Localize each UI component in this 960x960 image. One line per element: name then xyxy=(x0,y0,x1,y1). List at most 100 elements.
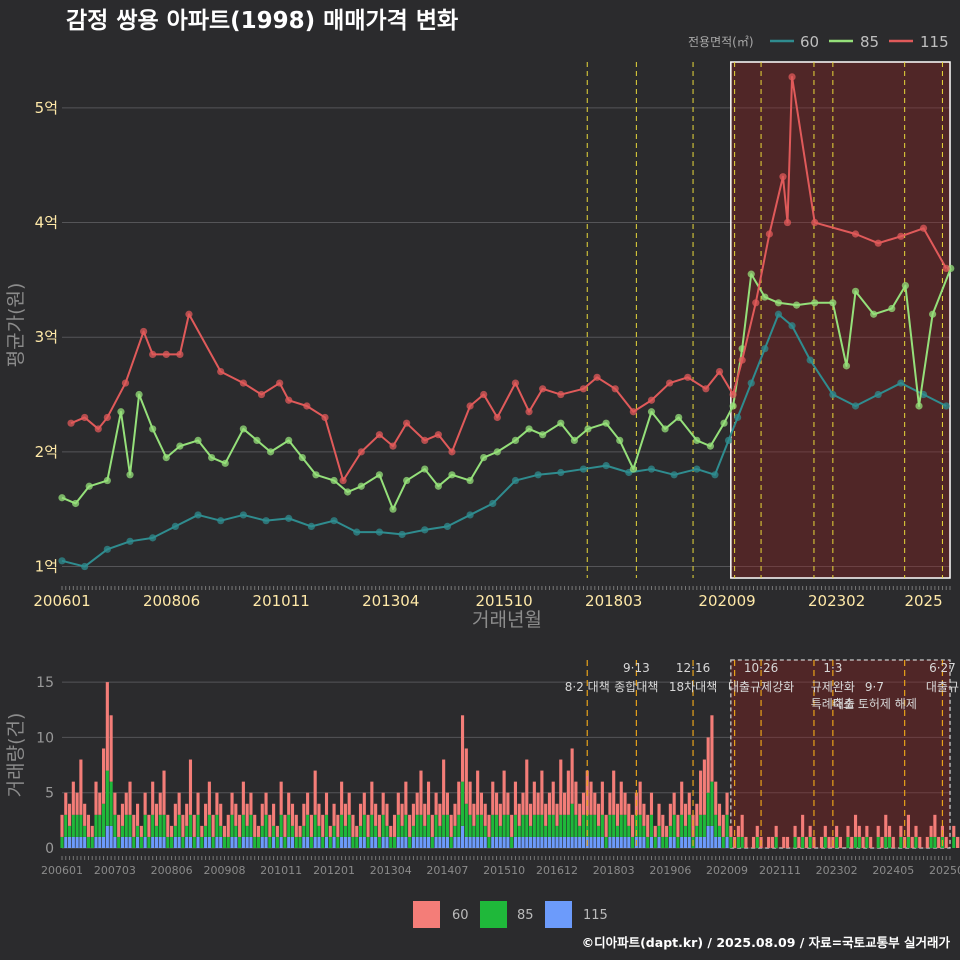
series-point-85 xyxy=(344,488,352,496)
volume-bar-85 xyxy=(219,825,223,837)
volume-bar-60 xyxy=(532,781,536,815)
volume-bar-115 xyxy=(725,836,729,848)
volume-x-tick-label: 201407 xyxy=(426,864,468,877)
price-y-tick-label: 2억 xyxy=(35,443,58,461)
volume-bar-85 xyxy=(419,814,423,837)
volume-bar-85 xyxy=(313,814,317,837)
series-point-115 xyxy=(339,476,347,485)
volume-bar-60 xyxy=(468,781,472,815)
volume-bar-85 xyxy=(392,836,397,848)
series-point-115 xyxy=(103,413,111,422)
volume-bar-85 xyxy=(105,770,109,826)
volume-bar-85 xyxy=(317,825,321,837)
series-point-60 xyxy=(217,517,225,525)
volume-bar-85 xyxy=(808,836,812,848)
volume-bar-60 xyxy=(166,814,170,837)
volume-bar-115 xyxy=(536,836,540,848)
volume-bar-85 xyxy=(275,836,279,848)
volume-bar-60 xyxy=(60,814,64,837)
bottom-legend: 60 85 115 xyxy=(413,901,608,928)
volume-x-tick-label: 201906 xyxy=(649,864,691,877)
volume-bar-60 xyxy=(306,792,310,815)
volume-bar-85 xyxy=(94,814,98,837)
volume-bar-85 xyxy=(381,814,385,837)
series-point-60 xyxy=(851,402,860,410)
volume-bar-60 xyxy=(438,803,442,826)
volume-bar-115 xyxy=(457,836,461,848)
volume-bar-60 xyxy=(498,803,502,826)
volume-bar-85 xyxy=(215,814,219,837)
series-point-115 xyxy=(579,385,588,393)
series-point-115 xyxy=(629,408,637,416)
volume-bar-85 xyxy=(657,825,661,837)
volume-bar-60 xyxy=(238,814,242,837)
source-caption: ©디아파트(dapt.kr) / 2025.08.09 / 자료=국토교통부 실… xyxy=(582,935,951,950)
series-point-60 xyxy=(511,476,520,485)
volume-bar-60 xyxy=(755,825,759,837)
volume-bar-85 xyxy=(468,814,472,837)
volume-bar-115 xyxy=(502,836,506,848)
series-point-60 xyxy=(734,413,742,422)
volume-bar-60 xyxy=(808,825,812,837)
series-point-85 xyxy=(539,431,547,439)
volume-bar-85 xyxy=(544,825,548,837)
volume-bar-60 xyxy=(574,781,578,815)
annotation-date: 9·13 xyxy=(623,661,650,675)
volume-bar-60 xyxy=(230,792,234,815)
volume-bar-60 xyxy=(464,748,468,804)
volume-bar-60 xyxy=(785,836,790,848)
series-point-85 xyxy=(403,476,411,485)
volume-bar-60 xyxy=(880,836,884,848)
volume-bar-85 xyxy=(71,814,75,837)
volume-bar-85 xyxy=(411,825,415,837)
volume-bar-60 xyxy=(525,759,529,815)
series-point-60 xyxy=(788,322,796,330)
volume-bar-60 xyxy=(612,770,616,815)
volume-bar-115 xyxy=(517,836,521,848)
volume-bar-60 xyxy=(899,825,903,837)
volume-bar-60 xyxy=(593,792,597,815)
volume-bar-115 xyxy=(423,836,427,848)
volume-bar-60 xyxy=(479,792,483,815)
volume-bar-60 xyxy=(661,814,665,837)
volume-bar-60 xyxy=(128,781,132,815)
volume-bar-60 xyxy=(234,803,238,826)
volume-bar-115 xyxy=(105,825,109,848)
volume-bar-85 xyxy=(438,825,442,837)
volume-bar-115 xyxy=(136,836,140,848)
volume-bar-60 xyxy=(404,781,408,815)
volume-bar-85 xyxy=(347,814,351,837)
volume-x-tick-label: 202111 xyxy=(759,864,801,877)
volume-bar-85 xyxy=(929,836,933,848)
volume-bar-85 xyxy=(355,836,359,848)
volume-bar-115 xyxy=(245,836,249,848)
volume-bar-60 xyxy=(884,814,888,837)
series-point-115 xyxy=(480,390,488,399)
volume-bar-60 xyxy=(838,836,842,848)
series-point-85 xyxy=(149,425,157,433)
volume-bar-60 xyxy=(865,825,869,837)
series-point-115 xyxy=(239,379,247,387)
volume-bar-60 xyxy=(853,814,858,837)
series-point-60 xyxy=(747,379,755,387)
volume-bar-85 xyxy=(332,825,336,837)
volume-bar-60 xyxy=(751,836,756,848)
volume-bar-115 xyxy=(343,836,347,848)
volume-bar-60 xyxy=(823,825,827,837)
series-point-60 xyxy=(171,522,179,531)
volume-x-tick-label: 200806 xyxy=(151,864,193,877)
volume-bar-115 xyxy=(396,836,400,848)
series-point-60 xyxy=(239,511,247,519)
volume-bar-115 xyxy=(544,836,548,848)
volume-bar-85 xyxy=(729,836,733,848)
volume-bar-60 xyxy=(869,836,873,848)
volume-bar-85 xyxy=(158,814,162,837)
volume-bar-85 xyxy=(914,836,918,848)
volume-bar-60 xyxy=(487,814,491,837)
volume-bar-85 xyxy=(612,814,616,837)
volume-bar-85 xyxy=(385,825,389,837)
volume-bar-60 xyxy=(309,814,313,837)
series-point-115 xyxy=(67,419,75,427)
volume-bar-85 xyxy=(309,836,313,848)
volume-bar-60 xyxy=(419,770,423,815)
